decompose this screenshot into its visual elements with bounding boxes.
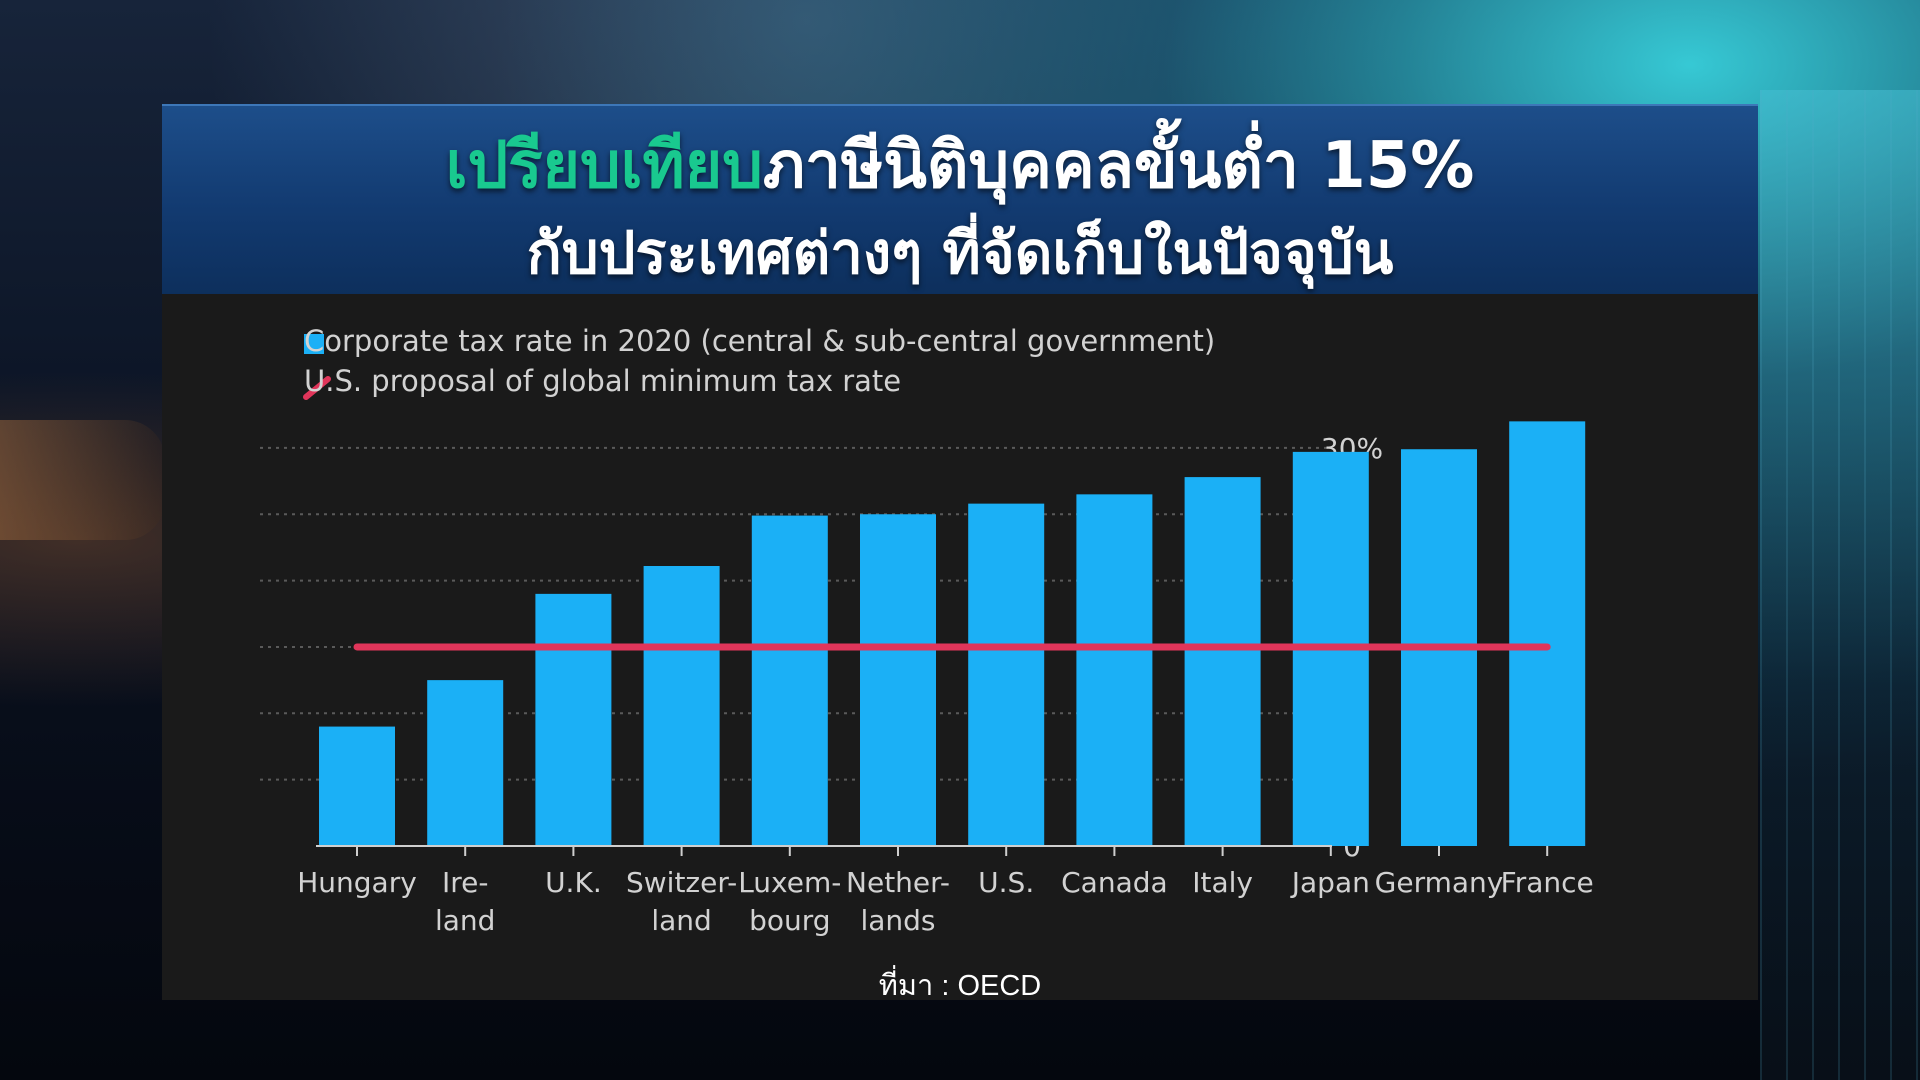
category-label: Italy	[1192, 866, 1253, 899]
bar	[1076, 494, 1153, 846]
category-label: Switzer-	[626, 866, 737, 899]
category-label: land	[435, 904, 495, 937]
category-label: Germany	[1375, 866, 1504, 899]
background-building	[1760, 90, 1920, 1080]
title-rest: ภาษีนิติบุคคลขั้นต่ำ 15%	[762, 129, 1475, 203]
bar	[1509, 421, 1586, 846]
bar	[751, 515, 828, 846]
category-label: U.K.	[545, 866, 602, 899]
category-label: Ire-	[442, 866, 488, 899]
background-hand	[0, 420, 165, 540]
legend-label-line: U.S. proposal of global minimum tax rate	[304, 364, 902, 398]
category-label: land	[651, 904, 711, 937]
category-label: Canada	[1061, 866, 1168, 899]
category-label: Nether-	[846, 866, 950, 899]
bar-chart: 051015202530%HungaryIre-landU.K.Switzer-…	[260, 421, 1594, 937]
bar	[319, 726, 395, 846]
category-label: Luxem-	[738, 866, 841, 899]
chart-panel: Corporate tax rate in 2020 (central & su…	[162, 294, 1758, 1002]
category-label: bourg	[749, 904, 830, 937]
category-label: U.S.	[978, 866, 1034, 899]
bar	[535, 593, 612, 846]
bar	[860, 514, 936, 846]
source-credit: ที่มา : OECD	[878, 970, 1042, 1002]
category-label: Hungary	[297, 866, 417, 899]
legend-label-bar: Corporate tax rate in 2020 (central & su…	[304, 324, 1216, 358]
title-banner: เปรียบเทียบภาษีนิติบุคคลขั้นต่ำ 15% กับป…	[162, 104, 1758, 296]
title-highlight: เปรียบเทียบ	[445, 129, 763, 203]
bar	[968, 503, 1045, 846]
legend-swatch-bar	[304, 334, 324, 354]
bar	[427, 680, 504, 846]
category-label: France	[1501, 866, 1594, 899]
bar	[1184, 477, 1261, 846]
legend-swatch-line	[303, 376, 331, 400]
category-label: lands	[860, 904, 935, 937]
bar	[643, 566, 720, 846]
category-label: Japan	[1290, 866, 1370, 899]
title-line-2: กับประเทศต่างๆ ที่จัดเก็บในปัจจุบัน	[526, 219, 1394, 287]
title-line-1: เปรียบเทียบภาษีนิติบุคคลขั้นต่ำ 15%	[162, 114, 1758, 216]
